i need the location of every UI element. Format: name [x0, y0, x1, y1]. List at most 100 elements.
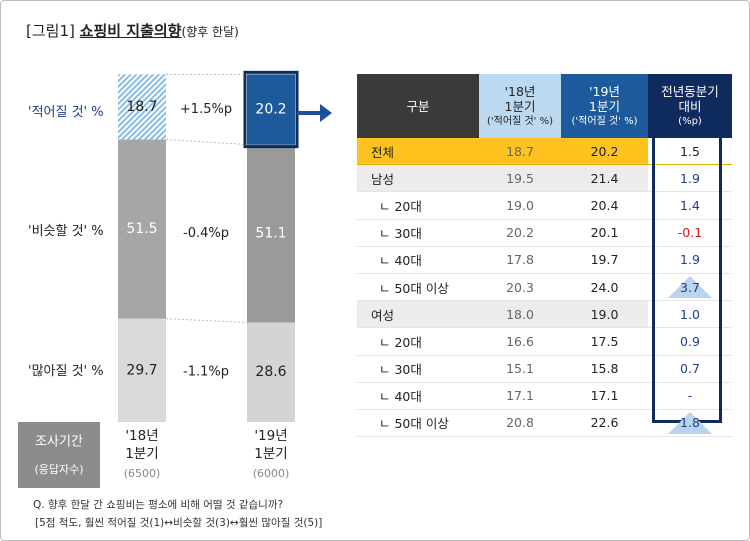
header-2019q1: '19년 1분기 ('적어질 것' %) — [561, 74, 648, 138]
table-row: ㄴ 40대 17.1 17.1- — [357, 382, 732, 410]
connector-많아질 — [165, 318, 248, 323]
series-label-decrease: '적어질 것' % — [28, 105, 104, 120]
data-label-비슷할-0: 51.5 — [126, 221, 157, 237]
value-2019q1: 22.6 — [561, 409, 648, 438]
header-yoy: 전년동분기 대비 (%p) — [648, 74, 732, 138]
period-0-year: '18년 — [125, 428, 158, 444]
figure-main-title: 쇼핑비 지출의향 — [79, 22, 182, 40]
value-2019q1: 20.1 — [561, 219, 648, 247]
highlight-2019-decrease — [243, 70, 299, 149]
row-label: ㄴ 30대 — [357, 355, 479, 383]
value-2019q1: 20.2 — [561, 138, 648, 166]
data-label-많아질-0: 29.7 — [126, 362, 157, 378]
value-2018q1: 19.0 — [479, 191, 561, 220]
value-yoy: 1.8 — [648, 409, 732, 438]
value-2018q1: 16.6 — [479, 327, 561, 356]
value-yoy: - — [648, 382, 732, 410]
value-2018q1: 19.5 — [479, 164, 561, 193]
value-yoy: 0.7 — [648, 355, 732, 383]
period-1-quarter: 1분기 — [254, 446, 287, 462]
value-2019q1: 19.0 — [561, 300, 648, 329]
value-yoy: -0.1 — [648, 219, 732, 247]
value-yoy: 1.9 — [648, 246, 732, 274]
bar-적어질-0 — [118, 74, 166, 140]
bar-적어질-1 — [247, 74, 295, 145]
change-label-비슷할: -0.4%p — [183, 226, 229, 241]
table-row: ㄴ 20대 19.0 20.4 1.4 — [357, 191, 732, 220]
data-label-적어질-0: 18.7 — [126, 99, 157, 115]
table-body: 전체 18.7 20.2 1.5 남성 19.5 21.4 1.9 ㄴ 20대 19.0 20.4 1… — [357, 138, 732, 438]
header-2018q1: '18년 1분기 ('적어질 것' %) — [479, 74, 561, 138]
survey-footnote: Q. 향후 한달 간 쇼핑비는 평소에 비해 어떨 것 같습니까? [5점 척도… — [33, 496, 322, 532]
change-label-많아질: -1.1%p — [183, 365, 229, 380]
value-yoy: 1.0 — [648, 300, 732, 329]
figure-title: [그림1] 쇼핑비 지출의향(향후 한달) — [26, 20, 239, 41]
value-2019q1: 17.1 — [561, 382, 648, 410]
data-label-비슷할-1: 51.1 — [255, 226, 286, 242]
bar-많아질-1 — [247, 322, 295, 422]
row-label: ㄴ 40대 — [357, 246, 479, 274]
survey-question: Q. 향후 한달 간 쇼핑비는 평소에 비해 어떨 것 같습니까? — [33, 499, 284, 511]
change-label-적어질: +1.5%p — [180, 102, 232, 117]
connector-비슷할 — [165, 138, 248, 146]
table-row: ㄴ 30대 15.1 15.8 0.7 — [357, 355, 732, 383]
table-row: ㄴ 40대 17.8 19.7 1.9 — [357, 246, 732, 274]
period-1-year: '19년 — [254, 428, 287, 444]
row-label: 여성 — [357, 300, 479, 329]
row-label: ㄴ 50대 이상 — [357, 409, 479, 438]
value-2018q1: 18.7 — [479, 138, 561, 166]
table-row: ㄴ 30대 20.2 20.1 -0.1 — [357, 219, 732, 247]
table-row: 여성 18.0 19.0 1.0 — [357, 300, 732, 329]
table-row: ㄴ 20대 16.6 17.5 0.9 — [357, 327, 732, 356]
table-header-row: 구분 '18년 1분기 ('적어질 것' %) '19년 1분기 ('적어질 것' %)… — [357, 74, 732, 138]
value-2018q1: 20.3 — [479, 273, 561, 302]
value-2018q1: 18.0 — [479, 300, 561, 329]
period-0-n: (6500) — [124, 467, 161, 480]
data-label-많아질-1: 28.6 — [255, 364, 286, 380]
value-2018q1: 17.1 — [479, 382, 561, 410]
value-yoy: 1.5 — [648, 138, 732, 166]
value-2019q1: 17.5 — [561, 327, 648, 356]
value-2018q1: 15.1 — [479, 355, 561, 383]
table-row: ㄴ 50대 이상 20.8 22.6 1.8 — [357, 409, 732, 438]
row-label: ㄴ 50대 이상 — [357, 273, 479, 302]
bar-비슷할-0 — [118, 139, 166, 319]
value-2019q1: 20.4 — [561, 191, 648, 220]
row-label: ㄴ 20대 — [357, 191, 479, 220]
value-yoy: 1.9 — [648, 164, 732, 193]
table-row: 남성 19.5 21.4 1.9 — [357, 164, 732, 193]
figure-subtitle: (향후 한달) — [181, 25, 239, 39]
figure-number: [그림1] — [26, 22, 75, 40]
table-row: ㄴ 50대 이상 20.3 24.0 3.7 — [357, 273, 732, 302]
sample-label: (응답자수) — [34, 463, 83, 476]
breakdown-table: 구분 '18년 1분기 ('적어질 것' %) '19년 1분기 ('적어질 것' %)… — [357, 74, 732, 438]
row-label: ㄴ 40대 — [357, 382, 479, 410]
data-label-적어질-1: 20.2 — [255, 101, 286, 117]
value-2019q1: 21.4 — [561, 164, 648, 193]
period-1-n: (6000) — [253, 467, 290, 480]
value-2019q1: 19.7 — [561, 246, 648, 274]
value-2018q1: 20.8 — [479, 409, 561, 438]
value-2018q1: 17.8 — [479, 246, 561, 274]
value-yoy: 3.7 — [648, 273, 732, 302]
value-yoy: 0.9 — [648, 327, 732, 356]
row-label: ㄴ 30대 — [357, 219, 479, 247]
survey-scale: [5점 척도, 훨씬 적어질 것(1)↔비슷할 것(3)↔훨씬 많아질 것(5)… — [35, 517, 323, 529]
row-label: 전체 — [357, 138, 479, 166]
period-label: 조사기간 — [35, 435, 83, 450]
value-yoy: 1.4 — [648, 191, 732, 220]
header-category: 구분 — [357, 74, 479, 138]
increase-triangle-icon — [668, 275, 712, 298]
period-0-quarter: 1분기 — [125, 446, 158, 462]
bar-많아질-0 — [118, 318, 166, 422]
series-label-same: '비슷할 것' % — [28, 224, 104, 239]
value-2019q1: 24.0 — [561, 273, 648, 302]
series-label-increase: '많아질 것' % — [28, 364, 104, 379]
table-row: 전체 18.7 20.2 1.5 — [357, 138, 732, 166]
row-label: 남성 — [357, 164, 479, 193]
period-label-cell — [18, 422, 100, 488]
value-2019q1: 15.8 — [561, 355, 648, 383]
arrow-icon — [297, 104, 332, 122]
row-label: ㄴ 20대 — [357, 327, 479, 356]
